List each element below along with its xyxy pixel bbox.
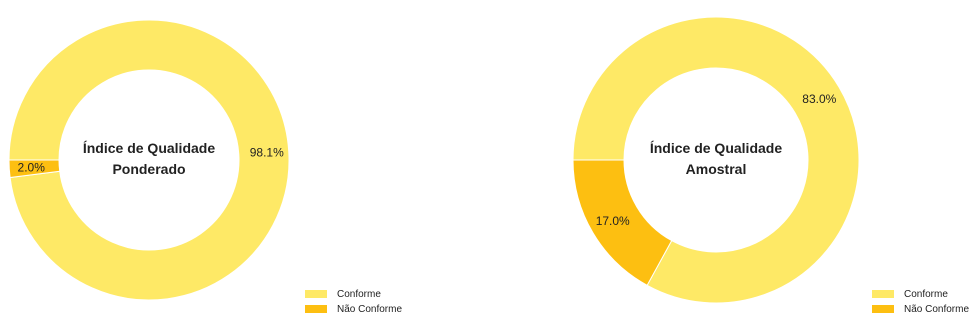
legend-swatch-conforme — [305, 290, 327, 298]
slice-value-label-nao-conforme: 17.0% — [596, 214, 630, 228]
center-title-line-2: Ponderado — [112, 161, 185, 177]
legend: Conforme Não Conforme — [305, 289, 402, 315]
slice-value-label-nao-conforme: 2.0% — [18, 160, 46, 174]
donut-chart-ponderado: 98.1% 2.0% Índice de Qualidade Ponderado Con… — [8, 19, 402, 315]
slice-conforme — [572, 16, 860, 304]
legend-swatch-nao-conforme — [305, 305, 327, 313]
slice-value-label-conforme: 98.1% — [250, 146, 284, 160]
center-title-line-1: Índice de Qualidade — [650, 140, 782, 156]
legend: Conforme Não Conforme — [872, 289, 969, 315]
legend-label-nao-conforme: Não Conforme — [904, 304, 969, 315]
donut-chart-amostral: 83.0% 17.0% Índice de Qualidade Amostral Con… — [572, 16, 969, 315]
legend-label-conforme: Conforme — [337, 289, 381, 300]
legend-label-nao-conforme: Não Conforme — [337, 304, 402, 315]
center-title-line-1: Índice de Qualidade — [83, 140, 215, 156]
slice-nao-conforme — [8, 159, 61, 179]
center-title-line-2: Amostral — [686, 161, 747, 177]
slice-nao-conforme — [572, 159, 673, 286]
slice-conforme — [8, 19, 290, 301]
slice-value-label-conforme: 83.0% — [802, 92, 836, 106]
legend-label-conforme: Conforme — [904, 289, 948, 300]
legend-swatch-nao-conforme — [872, 305, 894, 313]
legend-swatch-conforme — [872, 290, 894, 298]
